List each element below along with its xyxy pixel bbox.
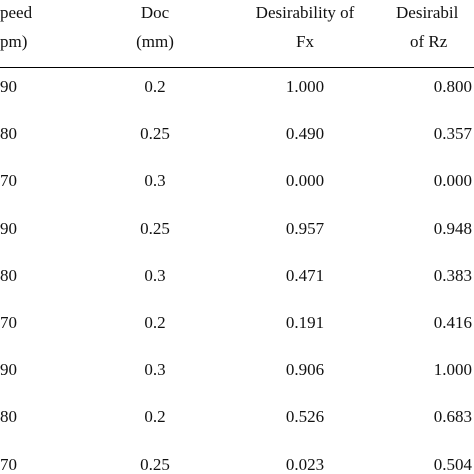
table-cell: 0.2 bbox=[144, 313, 166, 332]
table-cell: 90 bbox=[0, 218, 17, 238]
table-cell: 1.000 bbox=[433, 360, 472, 380]
table-cell: 0.000 bbox=[285, 171, 325, 191]
table-cell: 80 bbox=[0, 407, 17, 427]
table-cell: 0.504 bbox=[433, 454, 472, 474]
table-cell: 0.383 bbox=[433, 265, 472, 285]
header-cell: Fx bbox=[296, 32, 314, 51]
table-cell: 0.3 bbox=[144, 171, 166, 191]
table-cell: 0.023 bbox=[285, 454, 325, 474]
table-cell: 0.25 bbox=[140, 124, 170, 144]
table-cell: 0.957 bbox=[285, 218, 325, 238]
table-cell: 0.948 bbox=[433, 218, 472, 238]
table-cell: 0.2 bbox=[144, 77, 166, 96]
table-cell: 0.25 bbox=[140, 218, 170, 238]
table-cell: 0.191 bbox=[285, 313, 325, 332]
header-cell: of Rz bbox=[410, 32, 448, 51]
table-cell: 0.526 bbox=[285, 407, 325, 427]
header-cell: (mm) bbox=[136, 32, 174, 51]
header-cell: Desirabil bbox=[396, 3, 459, 22]
table-cell: 0.471 bbox=[285, 265, 325, 285]
table-cell: 0.25 bbox=[140, 454, 170, 474]
table-cell: 70 bbox=[0, 171, 17, 191]
header-cell: Doc bbox=[140, 3, 170, 22]
table-cell: 90 bbox=[0, 360, 17, 380]
header-cell: Desirability of bbox=[255, 3, 355, 22]
header-cell: pm) bbox=[0, 32, 28, 51]
table-cell: 0.2 bbox=[144, 407, 166, 427]
table-cell: 80 bbox=[0, 124, 17, 144]
table-cell: 70 bbox=[0, 454, 17, 474]
table-cell: 0.000 bbox=[433, 171, 472, 191]
table-cell: 0.416 bbox=[433, 313, 472, 332]
table-cell: 0.800 bbox=[433, 77, 472, 96]
table-cell: 0.490 bbox=[285, 124, 325, 144]
table-cell: 80 bbox=[0, 265, 17, 285]
header-rule bbox=[0, 67, 474, 68]
table-cell: 0.357 bbox=[433, 124, 472, 144]
table-cell: 1.000 bbox=[285, 77, 325, 96]
header-cell: peed bbox=[0, 3, 33, 22]
table-cell: 70 bbox=[0, 313, 17, 332]
table-cell: 0.906 bbox=[285, 360, 325, 380]
table-cell: 90 bbox=[0, 77, 17, 96]
table-cell: 0.683 bbox=[433, 407, 472, 427]
table-cell: 0.3 bbox=[144, 360, 166, 380]
table-cell: 0.3 bbox=[144, 265, 166, 285]
